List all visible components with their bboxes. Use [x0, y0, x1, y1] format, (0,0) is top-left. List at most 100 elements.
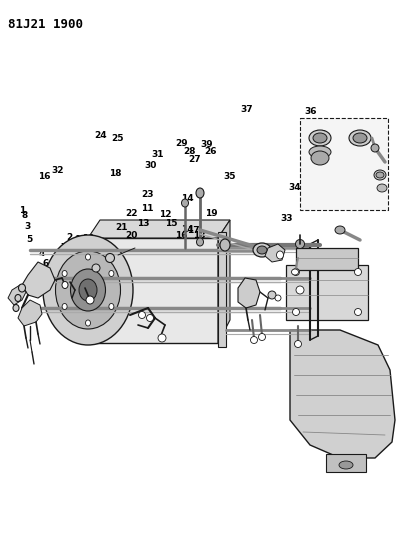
Text: 25: 25	[111, 134, 124, 143]
Text: 81J21 1900: 81J21 1900	[8, 18, 83, 31]
Ellipse shape	[355, 309, 361, 316]
Ellipse shape	[13, 304, 19, 311]
Ellipse shape	[291, 269, 298, 275]
Ellipse shape	[275, 295, 281, 301]
Ellipse shape	[181, 199, 189, 207]
Ellipse shape	[309, 146, 331, 158]
Ellipse shape	[220, 239, 230, 251]
Ellipse shape	[349, 130, 371, 146]
Ellipse shape	[296, 286, 304, 294]
Ellipse shape	[79, 279, 97, 301]
Ellipse shape	[268, 291, 276, 299]
Text: 30: 30	[144, 161, 157, 169]
Ellipse shape	[295, 239, 304, 248]
Text: 10: 10	[82, 234, 95, 243]
Text: 14: 14	[181, 194, 193, 203]
Ellipse shape	[374, 170, 386, 180]
Text: 19: 19	[205, 209, 217, 217]
Ellipse shape	[62, 281, 68, 288]
Polygon shape	[238, 278, 260, 308]
Text: 7: 7	[60, 244, 67, 252]
Text: 15: 15	[165, 220, 178, 228]
Ellipse shape	[86, 320, 90, 326]
Polygon shape	[265, 244, 285, 262]
Ellipse shape	[258, 334, 265, 341]
Text: 3: 3	[24, 222, 30, 231]
Ellipse shape	[62, 303, 67, 310]
Text: 24: 24	[94, 132, 107, 140]
Ellipse shape	[309, 130, 331, 146]
Text: 16: 16	[175, 231, 187, 240]
Text: 20: 20	[125, 231, 138, 240]
Polygon shape	[218, 220, 230, 343]
Text: 23: 23	[141, 190, 154, 199]
Ellipse shape	[376, 172, 384, 178]
Text: 6: 6	[43, 260, 49, 268]
Bar	[88, 238, 218, 343]
Bar	[326, 454, 366, 472]
Text: 8: 8	[21, 212, 28, 220]
Text: 26: 26	[205, 148, 217, 156]
Text: 22: 22	[125, 209, 138, 217]
Text: 37: 37	[240, 105, 253, 114]
Ellipse shape	[109, 303, 114, 310]
Ellipse shape	[197, 238, 203, 246]
Ellipse shape	[62, 271, 67, 277]
Text: 39: 39	[201, 141, 213, 149]
Bar	[296, 248, 358, 270]
Polygon shape	[22, 262, 55, 298]
FancyBboxPatch shape	[300, 118, 388, 210]
Text: 5: 5	[27, 236, 33, 244]
Ellipse shape	[109, 271, 114, 277]
Ellipse shape	[139, 311, 146, 319]
Ellipse shape	[353, 133, 367, 143]
Text: 13: 13	[137, 220, 150, 228]
Ellipse shape	[86, 254, 90, 260]
Ellipse shape	[377, 184, 387, 192]
Text: 21: 21	[115, 223, 128, 232]
Ellipse shape	[295, 341, 302, 348]
Text: 33: 33	[280, 214, 293, 223]
Ellipse shape	[250, 336, 258, 343]
Ellipse shape	[43, 235, 133, 345]
Ellipse shape	[339, 461, 353, 469]
Text: 18: 18	[109, 169, 122, 177]
Ellipse shape	[257, 246, 267, 254]
Ellipse shape	[196, 188, 204, 198]
Text: 4: 4	[39, 249, 45, 257]
Text: 1: 1	[19, 206, 25, 215]
Ellipse shape	[18, 284, 25, 292]
Text: 11: 11	[141, 205, 154, 213]
Text: 14: 14	[181, 225, 193, 233]
Text: 18: 18	[193, 231, 205, 240]
Ellipse shape	[355, 269, 361, 276]
Ellipse shape	[253, 243, 271, 257]
Ellipse shape	[277, 251, 283, 259]
Ellipse shape	[146, 314, 154, 321]
Ellipse shape	[86, 296, 94, 304]
Text: 27: 27	[189, 156, 201, 164]
Text: 16: 16	[38, 173, 51, 181]
Polygon shape	[290, 330, 395, 458]
Ellipse shape	[313, 133, 327, 143]
Text: 12: 12	[159, 210, 172, 219]
Ellipse shape	[55, 251, 121, 329]
Ellipse shape	[15, 295, 21, 302]
Text: 28: 28	[183, 148, 195, 156]
Polygon shape	[88, 220, 230, 238]
Text: 38: 38	[314, 130, 327, 139]
Text: 29: 29	[175, 140, 187, 148]
Text: 31: 31	[151, 150, 164, 159]
Bar	[218, 232, 226, 347]
Ellipse shape	[158, 334, 166, 342]
Text: 34: 34	[288, 183, 301, 192]
Ellipse shape	[371, 144, 379, 152]
Polygon shape	[18, 300, 42, 326]
Ellipse shape	[70, 269, 105, 311]
Text: 32: 32	[51, 166, 64, 175]
Ellipse shape	[105, 254, 115, 262]
Ellipse shape	[293, 309, 300, 316]
Polygon shape	[8, 285, 26, 305]
Ellipse shape	[335, 226, 345, 234]
Ellipse shape	[311, 151, 329, 165]
